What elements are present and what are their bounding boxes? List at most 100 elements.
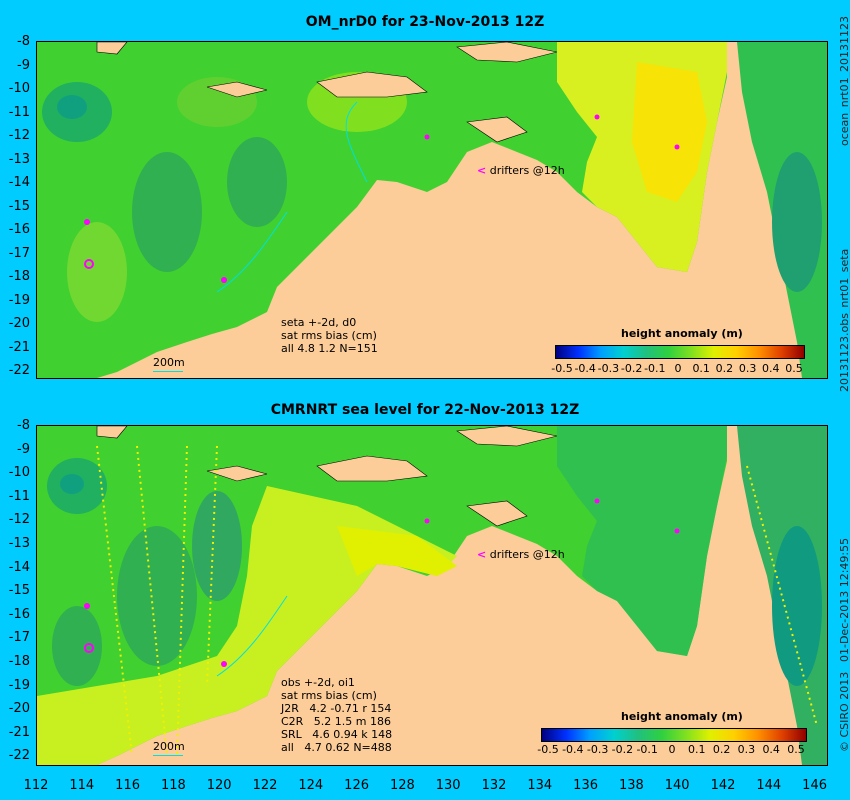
colorbar-tick-label: 0	[674, 362, 682, 375]
top-scale-line	[153, 371, 183, 372]
x-tick-label: 122	[252, 778, 278, 793]
top-side-label-upper: ocean_nrt01_20131123	[838, 16, 850, 146]
colorbar-tick-label: 0.3	[738, 362, 757, 375]
colorbar-tick-label: 0.3	[737, 743, 756, 756]
colorbar-tick-label: -0.1	[644, 362, 666, 375]
top-side-label-text: 20131123.obs_nrt01_seta	[838, 248, 850, 392]
y-tick-label: -14	[8, 175, 30, 190]
colorbar-tick-label: 0.1	[692, 362, 710, 375]
y-tick-label: -11	[8, 104, 30, 120]
colorbar-tick-label: -0.3	[597, 362, 620, 375]
bottom-side-label-copyright: © CSIRO 2013	[838, 672, 850, 752]
y-tick-label: -15	[8, 583, 30, 599]
x-tick-label: 144	[756, 778, 782, 793]
colorbar-tick-label: -0.5	[551, 362, 573, 375]
x-tick-label: 142	[710, 778, 736, 793]
y-tick-label: -9	[17, 57, 30, 73]
colorbar-tick-label: 0.4	[762, 743, 780, 756]
top-scale-label: 200m	[153, 356, 185, 369]
y-tick-label: -22	[8, 748, 30, 764]
bottom-side-label-copyright-text: © CSIRO 2013	[838, 671, 850, 752]
bottom-side-label: 01-Dec-2013 12:49:55	[838, 538, 850, 662]
y-tick-label: -17	[8, 630, 30, 646]
drifter-arrow-icon: <	[477, 548, 487, 561]
y-tick-label: -18	[8, 654, 30, 669]
colorbar-tick-label: -0.1	[636, 743, 658, 756]
colorbar-tick-label: 0.2	[712, 743, 731, 756]
y-tick-label: -16	[8, 606, 30, 622]
top-drifters-text: drifters @12h	[489, 164, 565, 177]
y-tick-label: -8	[17, 418, 30, 433]
bottom-map-stats: obs +-2d, oi1 sat rms bias (cm) J2R 4.2 …	[281, 676, 393, 754]
y-tick-label: -10	[8, 465, 30, 481]
top-map-title: OM_nrD0 for 23-Nov-2013 12Z	[305, 14, 545, 30]
x-tick-label: 116	[115, 778, 140, 793]
x-tick-label: 126	[344, 778, 369, 793]
top-map-stats: seta +-2d, d0 sat rms bias (cm) all 4.8 …	[281, 316, 378, 355]
x-tick-label: 140	[664, 778, 690, 793]
x-tick-label: 136	[573, 778, 598, 793]
bottom-side-label-text: 01-Dec-2013 12:49:55	[838, 537, 850, 662]
bottom-colorbar	[541, 728, 807, 742]
top-map-graphic	[37, 42, 827, 378]
colorbar-tick-label: -0.4	[574, 362, 596, 375]
x-tick-label: 120	[206, 778, 232, 793]
x-tick-label: 138	[618, 778, 644, 793]
y-tick-label: -22	[8, 363, 30, 378]
top-side-label: 20131123.obs_nrt01_seta	[838, 249, 850, 392]
y-tick-label: -20	[8, 316, 30, 331]
x-tick-label: 114	[69, 778, 95, 793]
x-tick-label: 124	[298, 778, 324, 793]
bottom-drifters-text: drifters @12h	[489, 548, 565, 561]
top-drifters-label: < drifters @12h	[477, 164, 565, 177]
bottom-scale-line	[153, 755, 183, 756]
y-tick-label: -14	[8, 559, 30, 575]
y-tick-label: -13	[8, 536, 30, 551]
colorbar-tick-label: 0	[668, 743, 676, 756]
colorbar-tick-label: -0.3	[586, 743, 609, 756]
colorbar-tick-label: -0.4	[562, 743, 584, 756]
colorbar-tick-label: 0.5	[785, 362, 803, 375]
bottom-scale-label: 200m	[153, 740, 185, 753]
y-tick-label: -18	[8, 269, 30, 284]
bottom-drifters-label: < drifters @12h	[477, 548, 565, 561]
y-tick-label: -16	[8, 222, 30, 237]
x-tick-label: 118	[160, 778, 186, 793]
x-tick-label: 146	[802, 778, 827, 793]
colorbar-tick-label: 0.4	[762, 362, 780, 375]
top-map-panel: seta +-2d, d0 sat rms bias (cm) all 4.8 …	[36, 41, 828, 379]
colorbar-tick-label: 0.2	[715, 362, 734, 375]
bottom-map-panel: obs +-2d, oi1 sat rms bias (cm) J2R 4.2 …	[36, 425, 828, 766]
colorbar-tick-label: -0.5	[537, 743, 559, 756]
colorbar-tick-label: -0.2	[611, 743, 634, 756]
y-tick-label: -19	[8, 292, 30, 308]
y-tick-label: -12	[8, 512, 30, 528]
y-tick-label: -10	[8, 81, 30, 96]
x-tick-label: 130	[435, 778, 461, 793]
x-tick-label: 112	[23, 778, 49, 793]
top-legend-title: height anomaly (m)	[621, 327, 743, 340]
y-tick-label: -13	[8, 151, 30, 167]
y-tick-label: -15	[8, 198, 30, 214]
y-tick-label: -9	[17, 441, 30, 457]
y-tick-label: -17	[8, 245, 30, 261]
x-tick-label: 128	[389, 778, 415, 793]
bottom-map-graphic	[37, 426, 827, 765]
bottom-legend-title: height anomaly (m)	[621, 710, 743, 723]
y-tick-label: -21	[8, 724, 30, 740]
x-tick-label: 132	[481, 778, 507, 793]
colorbar-tick-label: 0.1	[688, 743, 706, 756]
top-side-label-upper-text: ocean_nrt01_20131123	[838, 15, 850, 146]
y-tick-label: -21	[8, 339, 30, 355]
y-tick-label: -11	[8, 488, 30, 504]
drifter-arrow-icon: <	[477, 164, 487, 177]
y-tick-label: -8	[17, 34, 30, 49]
x-tick-label: 134	[527, 778, 553, 793]
bottom-map-title: CMRNRT sea level for 22-Nov-2013 12Z	[270, 402, 580, 418]
y-tick-label: -19	[8, 677, 30, 693]
y-tick-label: -12	[8, 128, 30, 143]
top-colorbar	[555, 345, 805, 359]
colorbar-tick-label: 0.5	[787, 743, 805, 756]
y-tick-label: -20	[8, 701, 30, 717]
colorbar-tick-label: -0.2	[620, 362, 643, 375]
